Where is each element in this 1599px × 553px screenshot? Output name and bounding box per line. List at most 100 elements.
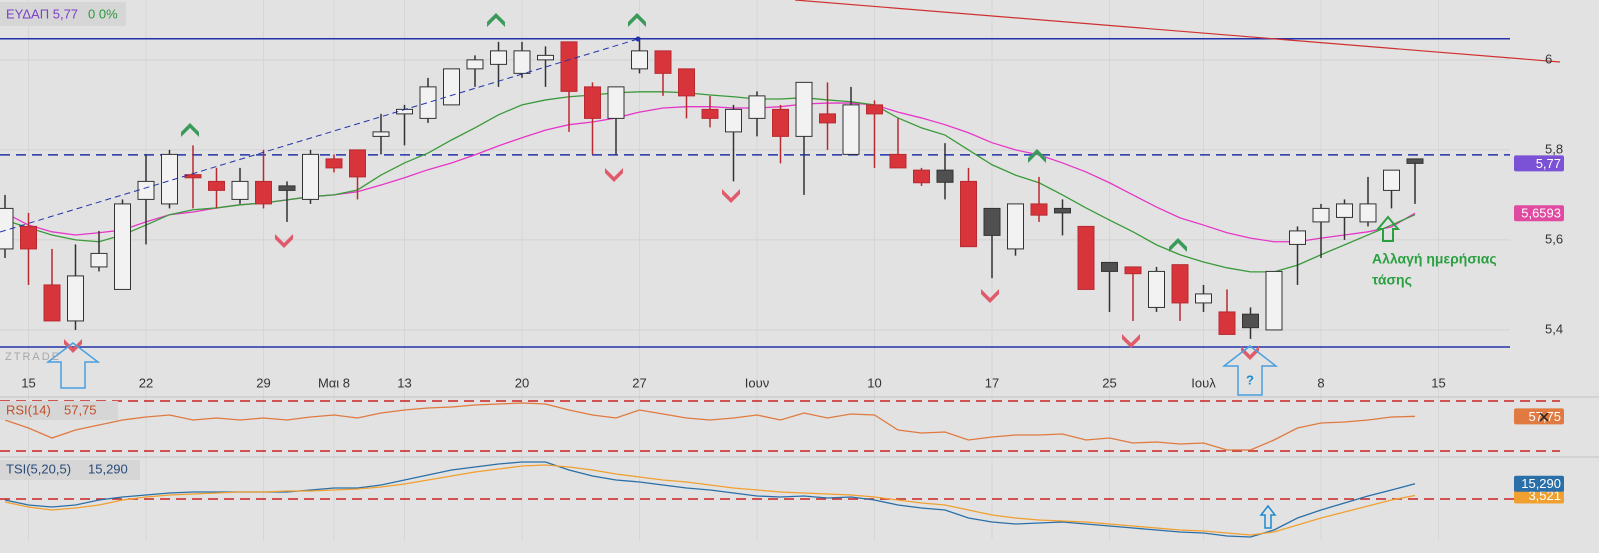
price-tag-label: 5,77 <box>1536 156 1561 171</box>
arrow-note: ? <box>1246 372 1254 387</box>
candle-body <box>584 86 601 119</box>
trend-line <box>794 0 1561 63</box>
down-chevron <box>1122 334 1140 348</box>
x-tick-label: 29 <box>256 375 270 390</box>
candle-body <box>819 113 836 124</box>
up-chevron <box>628 13 646 27</box>
down-chevron <box>64 339 82 353</box>
candle-body <box>302 153 319 200</box>
x-tick-label: 27 <box>632 375 646 390</box>
candle-body <box>772 108 789 137</box>
trend-point <box>635 36 641 42</box>
up-chevron <box>487 13 505 27</box>
candle-body <box>701 108 719 119</box>
candle-body <box>137 180 155 200</box>
down-chevron <box>722 189 740 203</box>
watermark: ZTRADE <box>5 351 61 363</box>
candle-body <box>1077 225 1095 290</box>
y-tick-label: 5,6 <box>1545 231 1563 246</box>
price-tag <box>1514 155 1564 172</box>
candle-body <box>537 54 554 61</box>
candle-body <box>208 180 225 191</box>
down-chevron <box>1241 346 1259 360</box>
candle-body <box>43 284 61 322</box>
outline-arrow <box>1259 504 1277 529</box>
price-tag-label: 15,290 <box>1521 476 1561 491</box>
y-tick-label: 5,4 <box>1545 321 1563 336</box>
candle-body <box>1242 313 1259 329</box>
x-tick-label: 25 <box>1102 375 1116 390</box>
indicator-line <box>4 402 1416 451</box>
signals <box>45 13 1401 529</box>
candle-body <box>1312 207 1330 223</box>
indicator-title: TSI(5,20,5) <box>6 461 71 476</box>
candle-body <box>1289 230 1306 245</box>
candle-body <box>913 169 930 184</box>
candle-body <box>0 207 14 250</box>
candle-body <box>1171 264 1189 304</box>
indicator-value: 15,290 <box>88 461 128 476</box>
x-tick-label: 10 <box>867 375 881 390</box>
candle-body <box>513 50 531 74</box>
plot-layer <box>0 0 1560 540</box>
indicator-title: RSI(14) <box>6 402 51 417</box>
close-icon <box>1539 412 1549 422</box>
candle-body <box>725 108 742 133</box>
candle-body <box>960 180 977 248</box>
candle-body <box>866 104 883 115</box>
candle-body <box>560 41 578 92</box>
candle-body <box>1218 311 1236 335</box>
candle-body <box>372 131 390 137</box>
candle-body <box>419 86 437 119</box>
x-tick-label: Μαι 8 <box>318 375 350 390</box>
indicator-line <box>4 464 1416 536</box>
candle-body <box>490 50 507 65</box>
candle-body <box>349 149 366 178</box>
candle-body <box>1101 261 1118 272</box>
candle-body <box>161 153 178 205</box>
candle-body <box>1383 169 1400 191</box>
candle-body <box>889 153 907 169</box>
outline-arrow <box>1221 345 1279 396</box>
candle-body <box>678 68 695 97</box>
price-tag <box>1514 408 1564 425</box>
trend-line <box>0 38 639 233</box>
candle-body <box>325 158 343 169</box>
x-tick-label: Ιουν <box>745 375 769 390</box>
candle-body <box>654 50 672 74</box>
candle-body <box>278 185 296 191</box>
candle-body <box>255 180 272 205</box>
tag-layer: 5,4 5,6 5,8 6 15 22 29 Μαι 8 13 20 27 Ιουν 10 17 25 Ιου… <box>21 51 1564 504</box>
candle-body <box>114 203 131 290</box>
candle-body <box>1007 203 1024 250</box>
price-tag <box>1514 205 1564 222</box>
header-box <box>0 2 126 26</box>
candle-body <box>983 207 1001 236</box>
x-tick-label: 8 <box>1317 375 1324 390</box>
annotation: τάσης <box>1372 272 1412 288</box>
indicator-line <box>4 91 1416 273</box>
candle-body <box>795 81 813 137</box>
down-chevron <box>275 234 293 248</box>
x-tick-label: 15 <box>1431 375 1445 390</box>
y-tick-label: 6 <box>1545 51 1552 66</box>
outline-arrow <box>45 342 101 389</box>
candle-body <box>1054 207 1071 214</box>
candle-body <box>20 225 37 250</box>
candle-body <box>748 95 766 119</box>
candle-body <box>1406 158 1424 164</box>
price-tag <box>1514 475 1564 492</box>
candle-body <box>631 50 648 70</box>
candle-body <box>67 275 84 322</box>
candle-body <box>1336 203 1353 218</box>
header-box <box>0 401 118 420</box>
down-chevron <box>605 168 623 182</box>
candle-body <box>936 169 954 183</box>
candle-body <box>607 86 625 119</box>
candle-body <box>842 104 860 155</box>
candle-body <box>231 180 249 200</box>
header-box <box>0 460 140 480</box>
